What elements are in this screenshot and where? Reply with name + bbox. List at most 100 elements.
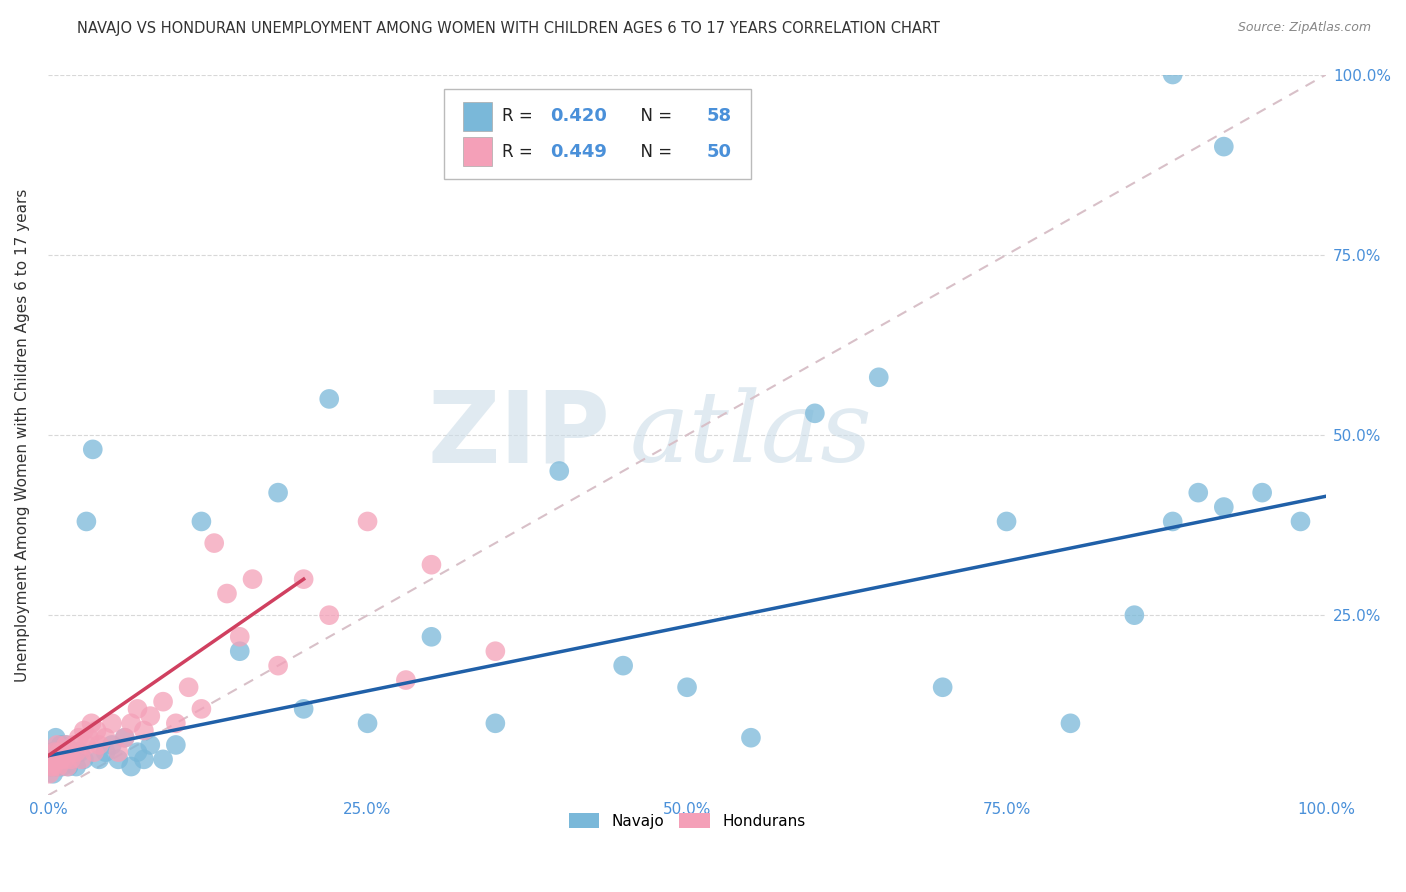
Point bbox=[229, 630, 252, 644]
Point bbox=[868, 370, 890, 384]
Point bbox=[318, 608, 340, 623]
Point bbox=[1212, 500, 1234, 514]
Point bbox=[152, 695, 174, 709]
Point bbox=[41, 745, 63, 759]
Point bbox=[127, 745, 149, 759]
Point bbox=[804, 406, 827, 420]
Point bbox=[45, 731, 67, 745]
Point bbox=[132, 723, 155, 738]
Point bbox=[152, 752, 174, 766]
Point bbox=[1212, 139, 1234, 153]
Text: R =: R = bbox=[502, 143, 537, 161]
Point bbox=[82, 442, 104, 457]
Point bbox=[120, 716, 142, 731]
Point bbox=[931, 680, 953, 694]
Point bbox=[395, 673, 418, 687]
Point bbox=[114, 731, 136, 745]
Point bbox=[94, 745, 117, 759]
Text: R =: R = bbox=[502, 107, 537, 126]
Point bbox=[60, 752, 83, 766]
Point bbox=[46, 759, 69, 773]
Point bbox=[46, 738, 69, 752]
Point bbox=[53, 752, 76, 766]
Point bbox=[75, 738, 97, 752]
Point bbox=[94, 731, 117, 745]
Point bbox=[55, 738, 77, 752]
Point bbox=[39, 759, 62, 773]
Point bbox=[356, 716, 378, 731]
Text: 0.420: 0.420 bbox=[550, 107, 607, 126]
Point bbox=[120, 759, 142, 773]
Point bbox=[53, 752, 76, 766]
Text: Source: ZipAtlas.com: Source: ZipAtlas.com bbox=[1237, 21, 1371, 34]
Point bbox=[69, 745, 91, 759]
Point bbox=[165, 738, 187, 752]
Point bbox=[48, 752, 70, 766]
Point bbox=[1161, 515, 1184, 529]
Bar bbox=[464, 102, 492, 131]
Text: N =: N = bbox=[630, 107, 676, 126]
FancyBboxPatch shape bbox=[444, 89, 751, 179]
Point bbox=[107, 745, 129, 759]
Point bbox=[42, 766, 65, 780]
Point bbox=[165, 716, 187, 731]
Point bbox=[132, 752, 155, 766]
Point bbox=[1187, 485, 1209, 500]
Point bbox=[70, 752, 93, 766]
Point bbox=[65, 759, 87, 773]
Point bbox=[44, 745, 66, 759]
Point bbox=[1289, 515, 1312, 529]
Point bbox=[55, 738, 77, 752]
Point bbox=[740, 731, 762, 745]
Point bbox=[86, 723, 108, 738]
Point bbox=[49, 752, 72, 766]
Point bbox=[49, 738, 72, 752]
Point bbox=[77, 731, 100, 745]
Point bbox=[190, 515, 212, 529]
Point bbox=[420, 558, 443, 572]
Bar bbox=[464, 137, 492, 166]
Point bbox=[267, 658, 290, 673]
Point bbox=[46, 745, 69, 759]
Point bbox=[202, 536, 225, 550]
Text: 58: 58 bbox=[706, 107, 731, 126]
Point bbox=[1123, 608, 1146, 623]
Point bbox=[318, 392, 340, 406]
Point bbox=[101, 738, 124, 752]
Point bbox=[89, 738, 111, 752]
Point bbox=[83, 745, 105, 759]
Point bbox=[292, 572, 315, 586]
Point bbox=[51, 759, 73, 773]
Point bbox=[38, 766, 60, 780]
Legend: Navajo, Hondurans: Navajo, Hondurans bbox=[562, 806, 811, 835]
Point bbox=[190, 702, 212, 716]
Point bbox=[356, 515, 378, 529]
Point bbox=[1251, 485, 1274, 500]
Point bbox=[1161, 68, 1184, 82]
Point bbox=[58, 759, 80, 773]
Text: NAVAJO VS HONDURAN UNEMPLOYMENT AMONG WOMEN WITH CHILDREN AGES 6 TO 17 YEARS COR: NAVAJO VS HONDURAN UNEMPLOYMENT AMONG WO… bbox=[77, 21, 941, 36]
Point bbox=[127, 702, 149, 716]
Point bbox=[75, 515, 97, 529]
Point bbox=[39, 759, 62, 773]
Point bbox=[52, 745, 75, 759]
Point bbox=[41, 752, 63, 766]
Point bbox=[56, 745, 79, 759]
Point bbox=[612, 658, 634, 673]
Point bbox=[42, 759, 65, 773]
Point bbox=[484, 644, 506, 658]
Point bbox=[62, 738, 84, 752]
Point bbox=[242, 572, 264, 586]
Point bbox=[65, 745, 87, 759]
Y-axis label: Unemployment Among Women with Children Ages 6 to 17 years: Unemployment Among Women with Children A… bbox=[15, 188, 30, 681]
Point bbox=[56, 759, 79, 773]
Text: ZIP: ZIP bbox=[427, 386, 610, 483]
Point bbox=[139, 738, 162, 752]
Point bbox=[67, 731, 90, 745]
Point bbox=[484, 716, 506, 731]
Point bbox=[101, 716, 124, 731]
Point bbox=[60, 752, 83, 766]
Point bbox=[1059, 716, 1081, 731]
Text: 50: 50 bbox=[706, 143, 731, 161]
Point bbox=[229, 644, 252, 658]
